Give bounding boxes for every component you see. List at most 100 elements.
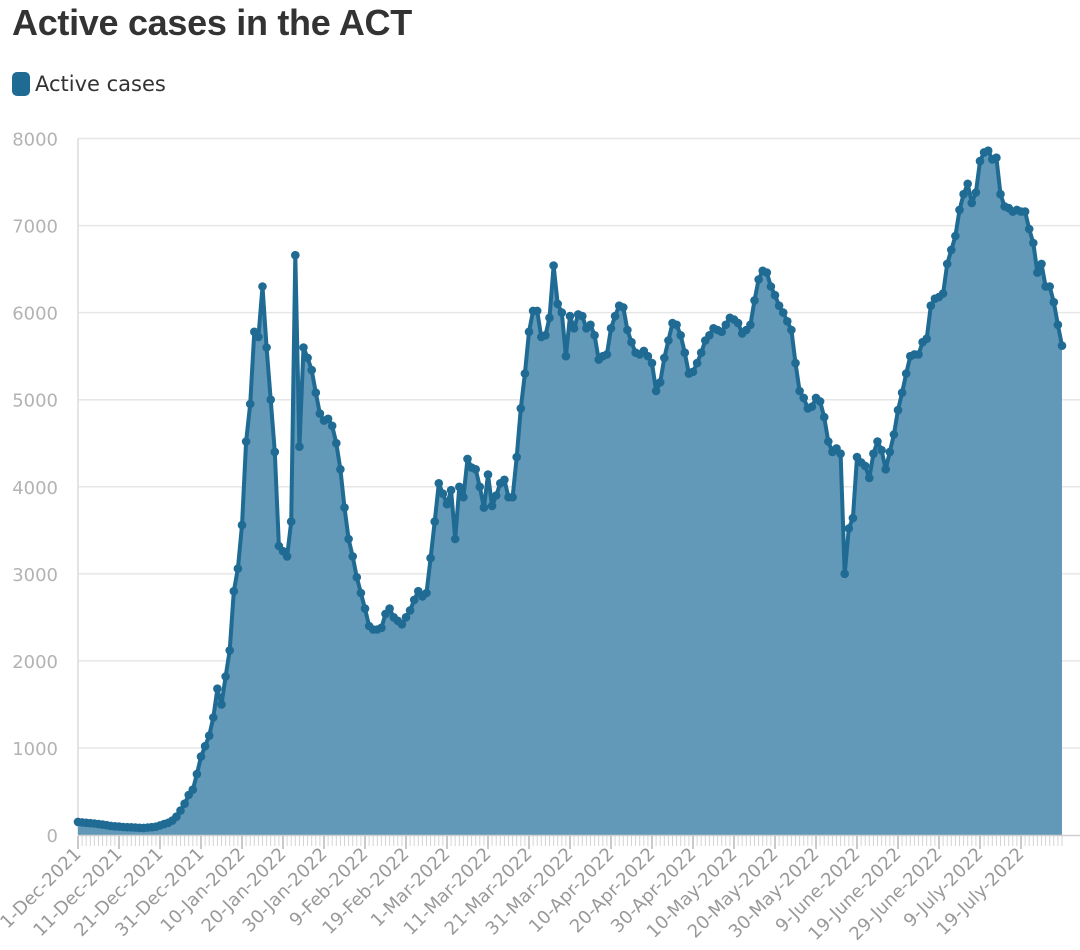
data-point [323, 414, 333, 424]
legend-label-active-cases: Active cases [35, 72, 166, 96]
data-point [438, 489, 448, 499]
data-point [434, 479, 444, 488]
data-point [303, 353, 312, 363]
data-point [955, 205, 964, 215]
data-point [807, 402, 817, 412]
data-point [926, 301, 936, 311]
data-point [696, 348, 706, 358]
data-point [254, 332, 263, 342]
data-point [541, 331, 550, 340]
data-point [516, 404, 526, 413]
data-point [479, 503, 489, 512]
data-point [881, 465, 890, 474]
data-point [442, 499, 452, 509]
data-point [483, 470, 493, 479]
data-point [282, 552, 292, 561]
data-point [901, 369, 911, 378]
data-point [241, 437, 251, 446]
data-point [196, 752, 206, 761]
data-point [340, 503, 349, 512]
y-tick-label: 7000 [12, 217, 58, 238]
data-point [311, 388, 321, 398]
data-point [270, 447, 280, 457]
data-point [430, 517, 440, 526]
data-point [578, 311, 587, 321]
legend-swatch [12, 72, 30, 96]
data-point [860, 461, 870, 471]
data-point [291, 250, 300, 260]
data-point [209, 713, 218, 722]
data-point [307, 365, 317, 375]
data-point [750, 296, 759, 305]
data-point [553, 299, 562, 309]
y-tick-label: 3000 [12, 565, 58, 586]
data-point [922, 334, 931, 344]
legend[interactable]: Active cases [12, 72, 166, 96]
y-tick-label: 6000 [12, 304, 58, 325]
data-point [586, 320, 595, 330]
data-point [385, 604, 394, 613]
data-point [344, 534, 353, 544]
data-point [422, 588, 431, 598]
data-point [401, 613, 411, 622]
data-point [1045, 282, 1054, 291]
y-tick-label: 8000 [12, 130, 58, 151]
data-point [475, 482, 485, 492]
data-point [877, 445, 886, 455]
data-point [996, 189, 1005, 199]
data-point [225, 646, 234, 655]
data-point [951, 231, 960, 241]
data-point [459, 492, 468, 502]
data-point [627, 337, 636, 347]
data-point [602, 350, 612, 359]
data-point [692, 358, 702, 368]
data-point [409, 595, 419, 605]
data-point [873, 437, 882, 446]
data-point [836, 449, 845, 459]
data-point [606, 324, 616, 333]
data-point [508, 492, 517, 502]
data-point [643, 351, 653, 361]
data-point [233, 564, 243, 573]
data-point [660, 353, 669, 363]
chart-title: Active cases in the ACT [12, 2, 412, 43]
data-point [688, 367, 698, 377]
data-point [844, 524, 854, 533]
data-point [914, 350, 923, 359]
y-tick-label: 4000 [12, 478, 58, 499]
data-point [500, 475, 509, 485]
data-point [532, 306, 542, 316]
data-point [651, 386, 661, 396]
data-point [795, 386, 804, 396]
data-point [893, 405, 903, 415]
data-point [721, 320, 731, 330]
data-point [245, 399, 255, 409]
data-point [200, 741, 210, 751]
data-point [971, 188, 981, 197]
data-point [352, 573, 362, 582]
data-point [491, 491, 501, 500]
data-point [180, 799, 189, 808]
data-point [397, 620, 407, 629]
data-point [770, 290, 780, 300]
data-point [549, 261, 558, 270]
data-point [959, 189, 968, 199]
data-point [315, 409, 325, 418]
data-point [963, 179, 972, 189]
data-point [295, 442, 304, 452]
data-point [463, 454, 472, 464]
y-tick-label: 2000 [12, 652, 58, 673]
data-point [557, 308, 567, 317]
data-point [869, 449, 878, 459]
data-point [565, 311, 575, 321]
data-point [266, 395, 276, 405]
data-point [286, 517, 296, 526]
data-point [791, 358, 800, 368]
data-point [1053, 320, 1063, 330]
data-point [348, 552, 358, 561]
data-point [229, 586, 239, 596]
data-point [204, 731, 214, 740]
data-point [705, 331, 714, 340]
data-point [947, 245, 956, 255]
